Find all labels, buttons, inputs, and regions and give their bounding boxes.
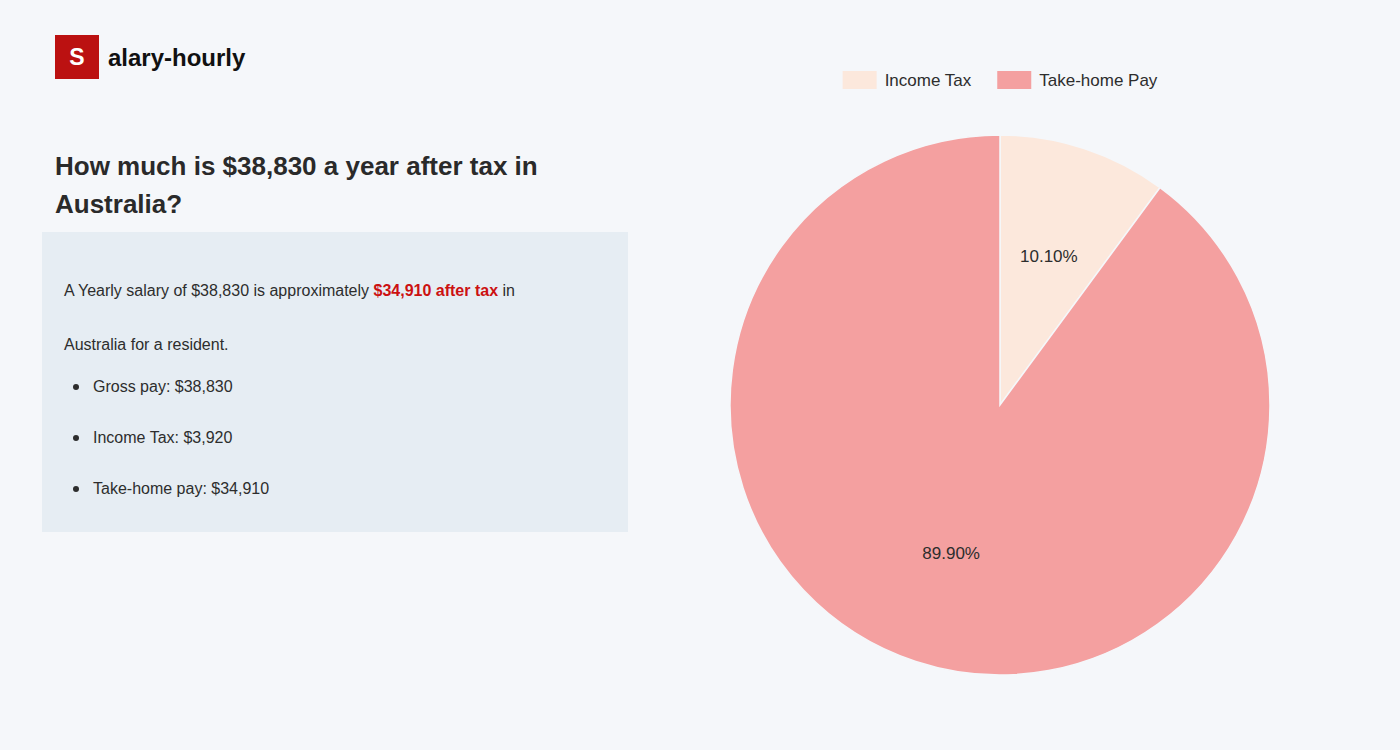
data-label: 89.90% — [922, 544, 980, 563]
description-text: in — [498, 282, 515, 299]
pie-slice — [730, 135, 1270, 675]
legend-label: Income Tax — [885, 71, 972, 90]
logo-box — [55, 35, 99, 79]
bullet-text: Income Tax: $3,920 — [93, 429, 232, 446]
legend-swatch — [843, 71, 877, 89]
title-line: Australia? — [55, 189, 182, 219]
description-highlight: $34,910 after tax — [374, 282, 499, 299]
legend-label: Take-home Pay — [1039, 71, 1158, 90]
legend-item: Take-home Pay — [997, 71, 1158, 90]
bullet-dot — [73, 486, 79, 492]
description: A Yearly salary of $38,830 is approximat… — [64, 282, 515, 299]
title-line: How much is $38,830 a year after tax in — [55, 151, 538, 181]
bullet-text: Take-home pay: $34,910 — [93, 480, 269, 497]
legend-swatch — [997, 71, 1031, 89]
data-label: 10.10% — [1020, 247, 1078, 266]
title: How much is $38,830 a year after tax in A… — [55, 151, 538, 219]
pie — [730, 135, 1270, 675]
description-text: Australia for a resident. — [64, 336, 229, 353]
info-box — [42, 232, 628, 532]
bullet-dot — [73, 435, 79, 441]
data-labels: 10.10% 89.90% — [922, 247, 1077, 564]
legend-item: Income Tax — [843, 71, 972, 90]
bullet-text: Gross pay: $38,830 — [93, 378, 233, 395]
bullet-dot — [73, 384, 79, 390]
chart: Salary-hourly How much is $38,830 a year … — [0, 0, 1400, 750]
description-text: A Yearly salary of $38,830 is approximat… — [64, 282, 374, 299]
logo: Salary-hourly — [55, 35, 246, 79]
logo-text: alary-hourly — [108, 44, 246, 71]
background — [0, 0, 1400, 750]
legend: Income Tax Take-home Pay — [843, 71, 1158, 90]
logo-letter: S — [69, 44, 84, 70]
